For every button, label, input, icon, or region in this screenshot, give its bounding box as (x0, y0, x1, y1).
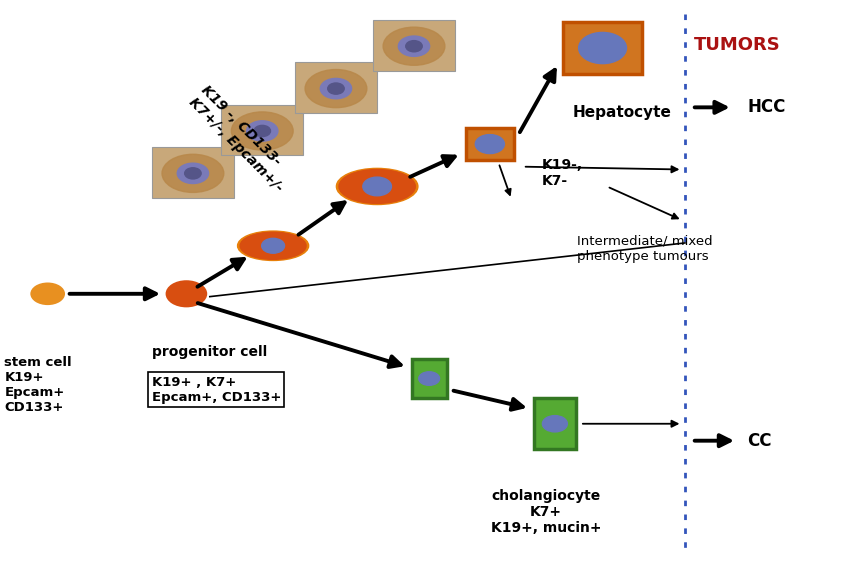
Bar (152, 147, 234, 198)
Bar (563, 22, 642, 74)
Text: stem cell
K19+
Epcam+
CD133+: stem cell K19+ Epcam+ CD133+ (4, 356, 72, 414)
Circle shape (475, 134, 505, 154)
Text: Hepatocyte: Hepatocyte (572, 106, 671, 120)
Bar (534, 398, 576, 449)
Text: cholangiocyte
K7+
K19+, mucin+: cholangiocyte K7+ K19+, mucin+ (491, 489, 602, 535)
Bar (373, 20, 455, 71)
Bar (466, 128, 514, 160)
Ellipse shape (328, 83, 344, 94)
Ellipse shape (240, 232, 306, 259)
Text: K19 -, CD133-
K7+/-, Epcam+/-: K19 -, CD133- K7+/-, Epcam+/- (186, 83, 297, 194)
Ellipse shape (246, 121, 278, 141)
Bar (221, 105, 303, 155)
Text: progenitor cell: progenitor cell (152, 345, 267, 359)
Ellipse shape (254, 125, 271, 137)
Circle shape (362, 177, 392, 196)
Text: CC: CC (747, 432, 772, 450)
Ellipse shape (185, 168, 201, 179)
Ellipse shape (231, 112, 293, 150)
Ellipse shape (305, 69, 367, 108)
Ellipse shape (383, 27, 445, 66)
Bar (295, 62, 377, 113)
Bar (412, 359, 447, 398)
Ellipse shape (339, 170, 415, 203)
Text: Intermediate/ mixed
phenotype tumours: Intermediate/ mixed phenotype tumours (577, 234, 712, 263)
Ellipse shape (406, 41, 422, 52)
Ellipse shape (398, 36, 430, 57)
Circle shape (166, 280, 207, 307)
Circle shape (578, 32, 627, 64)
Ellipse shape (336, 168, 418, 205)
Text: K19+ , K7+
Epcam+, CD133+: K19+ , K7+ Epcam+, CD133+ (152, 376, 281, 404)
Circle shape (30, 282, 65, 305)
Circle shape (419, 372, 440, 385)
Ellipse shape (177, 163, 209, 184)
Text: TUMORS: TUMORS (694, 36, 780, 54)
Circle shape (262, 238, 284, 253)
Text: HCC: HCC (747, 98, 786, 116)
Text: K19-,
K7-: K19-, K7- (542, 158, 583, 188)
Circle shape (543, 416, 567, 432)
Ellipse shape (320, 79, 352, 99)
Ellipse shape (238, 231, 309, 260)
Ellipse shape (162, 154, 224, 193)
